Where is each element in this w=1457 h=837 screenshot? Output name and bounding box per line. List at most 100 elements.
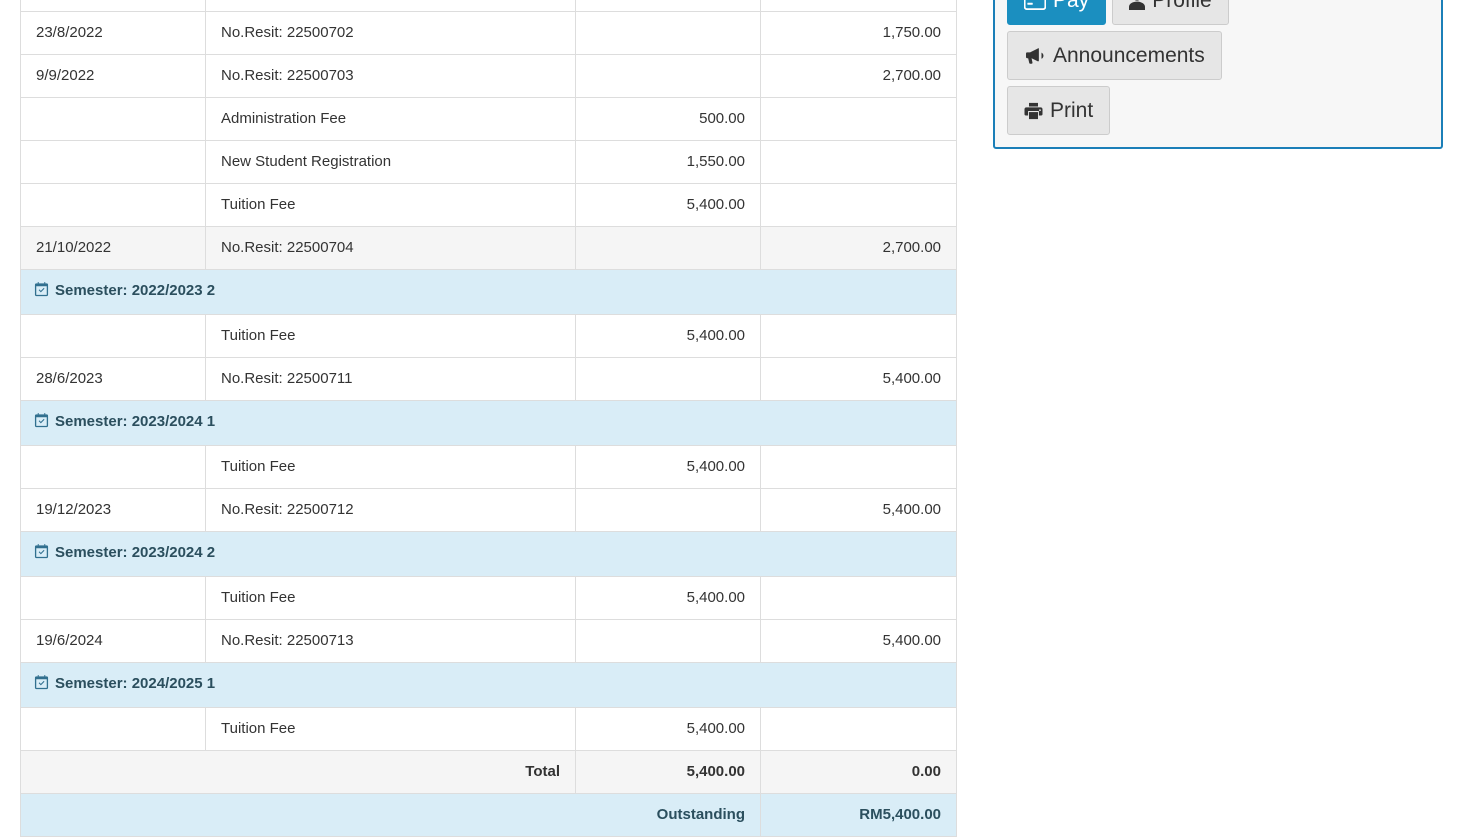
total-row: Total 5,400.00 0.00 — [20, 750, 957, 794]
table-row: New Student Registration 1,550.00 — [20, 140, 957, 184]
pay-button[interactable]: Pay — [1007, 0, 1107, 25]
row-date: 20/6/2022 — [20, 0, 206, 12]
table-row: 19/12/2023 No.Resit: 22500712 5,400.00 — [20, 488, 957, 532]
user-icon — [1129, 0, 1146, 10]
semester-header-row: Semester: 2024/2025 1 — [20, 662, 957, 708]
row-description: No.Resit: 22500712 — [205, 488, 576, 532]
pay-button-label: Pay — [1053, 0, 1090, 12]
row-credit: 1,750.00 — [760, 11, 957, 55]
row-debit: 5,400.00 — [575, 314, 761, 358]
announcements-button[interactable]: Announcements — [1007, 31, 1222, 80]
printer-icon — [1024, 102, 1043, 120]
calendar-check-icon — [34, 413, 49, 434]
semester-header-cell: Semester: 2023/2024 1 — [20, 400, 957, 446]
table-row: Tuition Fee 5,400.00 — [20, 314, 957, 358]
table-row: 23/8/2022 No.Resit: 22500702 1,750.00 — [20, 11, 957, 55]
semester-header-row: Semester: 2022/2023 2 — [20, 269, 957, 315]
row-debit — [575, 357, 761, 401]
semester-label: Semester: 2024/2025 1 — [55, 675, 216, 692]
row-debit: 5,400.00 — [575, 576, 761, 620]
row-description: No.Resit: 22500711 — [205, 357, 576, 401]
action-panel: Pay Profile Announcements Print — [993, 0, 1443, 149]
total-credit: 0.00 — [760, 750, 957, 794]
row-date — [20, 576, 206, 620]
row-description: Administration Fee — [205, 97, 576, 141]
table-row: Tuition Fee 5,400.00 — [20, 445, 957, 489]
row-description: Tuition Fee — [205, 707, 576, 751]
row-credit — [760, 445, 957, 489]
row-credit: 2,700.00 — [760, 54, 957, 98]
row-debit: 1,550.00 — [575, 140, 761, 184]
row-date: 23/8/2022 — [20, 11, 206, 55]
row-date — [20, 707, 206, 751]
table-row: Tuition Fee 5,400.00 — [20, 183, 957, 227]
table-row: Tuition Fee 5,400.00 — [20, 576, 957, 620]
row-credit: 300.00 — [760, 0, 957, 12]
row-date: 28/6/2023 — [20, 357, 206, 401]
profile-button[interactable]: Profile — [1112, 0, 1229, 25]
row-date — [20, 314, 206, 358]
row-credit: 5,400.00 — [760, 619, 957, 663]
row-credit: 2,700.00 — [760, 226, 957, 270]
semester-label: Semester: 2023/2024 1 — [55, 413, 216, 430]
row-debit — [575, 226, 761, 270]
row-credit — [760, 97, 957, 141]
row-description: No.Resit: 22500702 — [205, 11, 576, 55]
outstanding-row: Outstanding RM5,400.00 — [20, 793, 957, 837]
table-row: 28/6/2023 No.Resit: 22500711 5,400.00 — [20, 357, 957, 401]
table-row: Administration Fee 500.00 — [20, 97, 957, 141]
row-description: New Student Registration — [205, 140, 576, 184]
row-debit: 5,400.00 — [575, 707, 761, 751]
row-credit — [760, 140, 957, 184]
credit-card-icon — [1024, 0, 1046, 10]
row-debit — [575, 619, 761, 663]
row-credit — [760, 314, 957, 358]
calendar-check-icon — [34, 675, 49, 696]
profile-button-label: Profile — [1152, 0, 1212, 12]
row-description: No.Resit: 22500703 — [205, 54, 576, 98]
row-description: No.Resit: 22500701 — [205, 0, 576, 12]
row-date: 19/6/2024 — [20, 619, 206, 663]
table-row: 19/6/2024 No.Resit: 22500713 5,400.00 — [20, 619, 957, 663]
row-credit — [760, 183, 957, 227]
row-credit: 5,400.00 — [760, 357, 957, 401]
row-date — [20, 183, 206, 227]
row-debit: 5,400.00 — [575, 183, 761, 227]
row-date — [20, 97, 206, 141]
semester-header-cell: Semester: 2023/2024 2 — [20, 531, 957, 577]
semester-header-row: Semester: 2023/2024 2 — [20, 531, 957, 577]
row-debit: 500.00 — [575, 97, 761, 141]
row-date: 19/12/2023 — [20, 488, 206, 532]
action-button-group: Pay Profile Announcements Print — [1007, 0, 1429, 135]
row-credit — [760, 576, 957, 620]
row-description: Tuition Fee — [205, 445, 576, 489]
semester-header-row: Semester: 2023/2024 1 — [20, 400, 957, 446]
row-debit — [575, 0, 761, 12]
row-credit — [760, 707, 957, 751]
semester-label: Semester: 2023/2024 2 — [55, 544, 216, 561]
row-description: Tuition Fee — [205, 314, 576, 358]
row-debit — [575, 11, 761, 55]
print-button[interactable]: Print — [1007, 86, 1111, 135]
announcements-button-label: Announcements — [1053, 44, 1205, 67]
action-button-row-2: Print — [1007, 86, 1429, 135]
row-debit — [575, 488, 761, 532]
row-debit — [575, 54, 761, 98]
row-date — [20, 140, 206, 184]
semester-header-cell: Semester: 2022/2023 2 — [20, 269, 957, 315]
semester-header-cell: Semester: 2024/2025 1 — [20, 662, 957, 708]
total-label: Total — [20, 750, 576, 794]
row-date — [20, 445, 206, 489]
calendar-check-icon — [34, 282, 49, 303]
row-date: 9/9/2022 — [20, 54, 206, 98]
table-row: Tuition Fee 5,400.00 — [20, 707, 957, 751]
row-description: No.Resit: 22500704 — [205, 226, 576, 270]
row-description: Tuition Fee — [205, 576, 576, 620]
row-description: Tuition Fee — [205, 183, 576, 227]
row-date: 21/10/2022 — [20, 226, 206, 270]
